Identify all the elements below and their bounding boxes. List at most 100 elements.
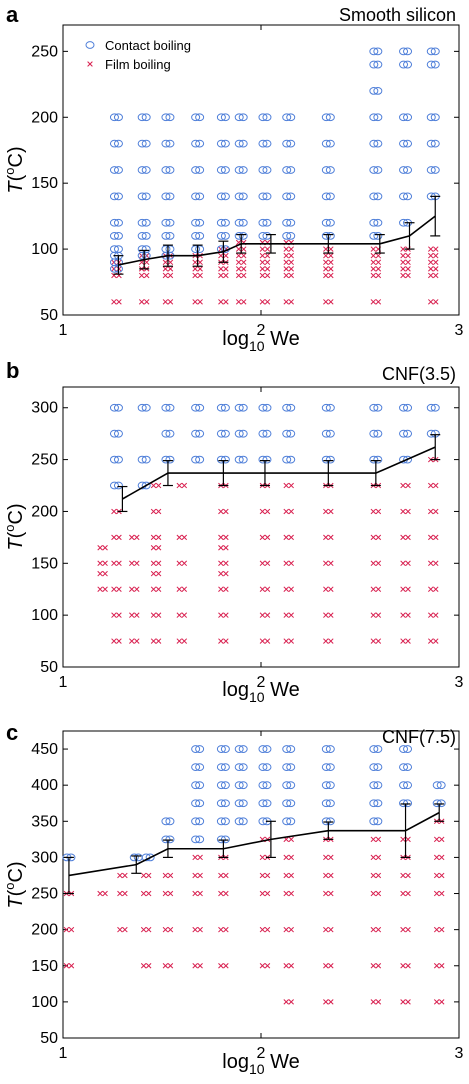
film-boiling-point <box>370 252 377 259</box>
film-boiling-point <box>323 299 329 305</box>
film-boiling-point <box>400 560 406 567</box>
contact-boiling-point <box>262 139 272 148</box>
film-boiling-point <box>433 482 439 489</box>
film-boiling-point <box>116 534 122 541</box>
contact-boiling-point <box>282 763 292 772</box>
contact-boiling-point <box>373 218 383 227</box>
film-boiling-point <box>328 963 334 969</box>
film-boiling-point <box>162 299 169 305</box>
contact-boiling-point <box>262 192 272 201</box>
contact-boiling-point <box>399 192 409 201</box>
film-boiling-point <box>283 272 289 279</box>
contact-boiling-point <box>165 166 175 174</box>
film-boiling-point <box>323 252 329 259</box>
contact-boiling-point <box>109 218 119 227</box>
contact-boiling-point <box>325 763 335 772</box>
film-boiling-point <box>370 299 377 305</box>
contact-boiling-point <box>141 403 151 412</box>
film-boiling-point <box>235 259 242 266</box>
legend: Contact boiling Film boiling <box>85 38 191 72</box>
contact-boiling-point <box>403 745 413 753</box>
film-boiling-point <box>259 508 266 515</box>
film-boiling-point <box>162 872 169 879</box>
film-boiling-point <box>370 999 377 1005</box>
film-boiling-point <box>288 586 294 592</box>
contact-boiling-point <box>325 192 335 201</box>
contact-boiling-point <box>216 781 226 790</box>
contact-boiling-point <box>325 218 335 227</box>
film-boiling-point <box>155 586 162 592</box>
contact-boiling-point <box>373 139 383 148</box>
legend-contact-marker <box>85 41 95 49</box>
contact-boiling-point <box>282 817 292 826</box>
contact-boiling-point <box>325 817 335 826</box>
y-tick-label: 250 <box>31 452 58 469</box>
contact-boiling-point <box>165 232 175 240</box>
contact-boiling-point <box>373 745 383 753</box>
contact-boiling-point <box>195 781 205 790</box>
error-bar <box>323 460 334 487</box>
contact-boiling-point <box>191 763 201 772</box>
y-tick-label: 200 <box>31 109 58 126</box>
film-boiling-point <box>218 872 224 879</box>
contact-boiling-point <box>195 745 205 753</box>
contact-boiling-point <box>430 166 440 174</box>
contact-boiling-point <box>220 763 230 772</box>
film-boiling-series <box>111 239 439 305</box>
contact-boiling-point <box>238 799 248 808</box>
film-boiling-point <box>197 963 203 969</box>
contact-boiling-point <box>373 403 383 412</box>
film-boiling-point <box>162 259 169 266</box>
contact-boiling-point <box>195 192 205 201</box>
contact-boiling-point <box>369 455 379 464</box>
film-boiling-point <box>283 854 289 861</box>
film-boiling-point <box>328 246 334 252</box>
film-boiling-point <box>162 926 169 933</box>
film-boiling-point <box>102 890 108 897</box>
film-boiling-point <box>111 560 117 567</box>
contact-boiling-point <box>165 403 175 412</box>
film-boiling-point <box>223 299 229 305</box>
film-boiling-point <box>176 586 183 592</box>
film-boiling-point <box>218 508 224 515</box>
film-boiling-point <box>259 586 266 592</box>
contact-boiling-point <box>258 455 268 464</box>
film-boiling-point <box>155 570 162 577</box>
film-boiling-point <box>283 560 289 567</box>
film-boiling-point <box>375 586 382 592</box>
film-boiling-point <box>176 560 183 567</box>
contact-boiling-point <box>191 817 201 826</box>
film-boiling-point <box>433 299 439 305</box>
film-boiling-point <box>145 926 152 933</box>
x-tick-label: 3 <box>455 674 464 691</box>
film-boiling-point <box>433 272 439 279</box>
contact-boiling-point <box>161 232 171 240</box>
contact-boiling-point <box>113 245 123 253</box>
film-boiling-point <box>259 266 266 272</box>
film-boiling-point <box>405 482 411 489</box>
contact-boiling-point <box>426 60 436 69</box>
film-boiling-point <box>259 963 266 969</box>
film-boiling-point <box>218 570 224 577</box>
contact-boiling-point <box>426 403 436 412</box>
contact-boiling-point <box>191 455 201 464</box>
film-boiling-point <box>288 963 294 969</box>
panel-letter: a <box>6 2 19 27</box>
contact-boiling-point <box>234 817 244 826</box>
contact-boiling-point <box>325 166 335 174</box>
film-boiling-point <box>323 638 329 644</box>
contact-boiling-point <box>216 218 226 227</box>
contact-boiling-point <box>141 218 151 227</box>
film-boiling-point <box>405 836 411 843</box>
contact-boiling-point <box>369 799 379 808</box>
film-boiling-point <box>433 534 439 541</box>
contact-boiling-point <box>403 192 413 201</box>
contact-boiling-point <box>234 781 244 790</box>
film-boiling-point <box>155 534 162 541</box>
y-axis-label: T(oC) <box>2 146 27 193</box>
contact-boiling-point <box>191 218 201 227</box>
contact-boiling-point <box>161 455 171 464</box>
contact-boiling-point <box>403 113 413 122</box>
contact-boiling-point <box>373 113 383 122</box>
film-boiling-point <box>283 534 289 541</box>
